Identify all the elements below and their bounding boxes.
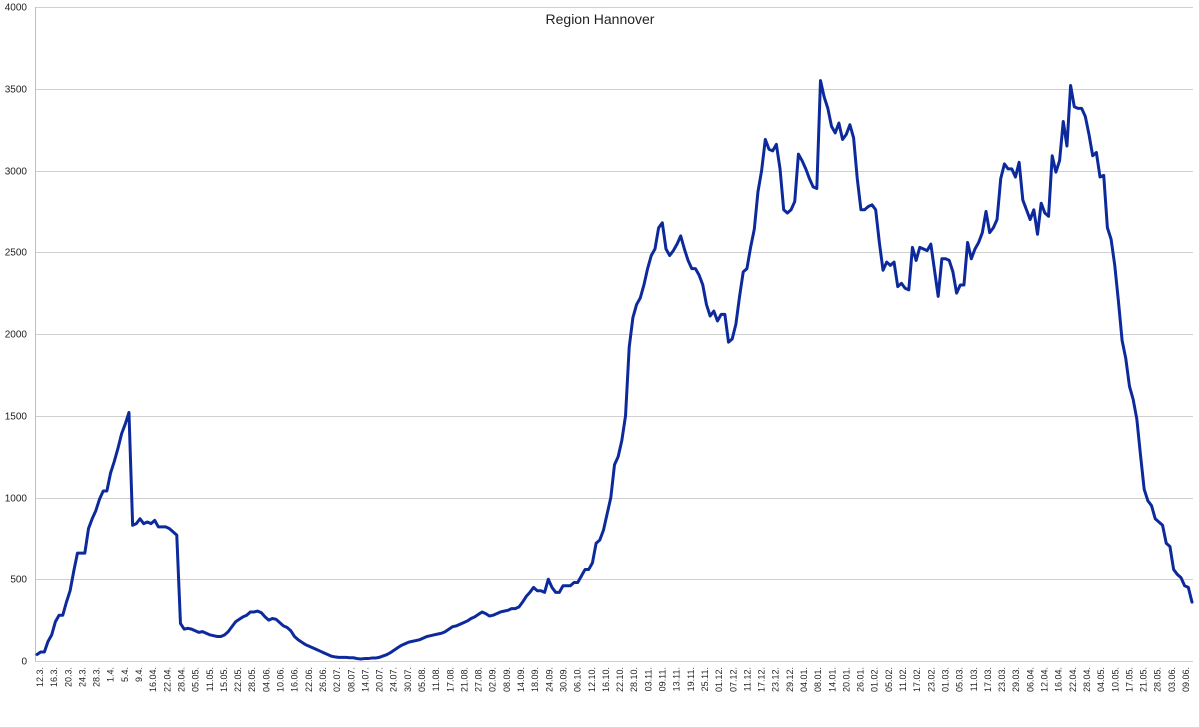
x-tick-label: 11.03.	[969, 667, 979, 691]
x-tick-label: 29.03.	[1011, 667, 1021, 692]
x-tick-label: 06.10.	[573, 667, 583, 692]
x-tick-label: 16.04.	[148, 667, 158, 692]
x-tick-label: 12.04.	[1040, 667, 1050, 692]
series-layer	[35, 79, 1194, 661]
x-tick-label: 01.12.	[714, 667, 724, 692]
x-tick-label: 04.06.	[261, 667, 271, 692]
x-tick-label: 02.07.	[332, 667, 342, 692]
x-tick-label: 1.4.	[106, 667, 116, 682]
x-tick-label: 26.01.	[856, 667, 866, 692]
x-tick-label: 30.09.	[559, 667, 569, 692]
x-tick-label: 16.04.	[1054, 667, 1064, 692]
x-tick-label: 24.3.	[77, 667, 87, 687]
x-tick-label: 15.05.	[219, 667, 229, 692]
x-tick-label: 18.09.	[530, 667, 540, 692]
x-tick-label: 17.08.	[445, 667, 455, 692]
x-tick-label: 22.05.	[233, 667, 243, 692]
x-tick-label: 16.10.	[601, 667, 611, 692]
x-tick-label: 01.03.	[941, 667, 951, 692]
x-tick-label: 13.11.	[672, 667, 682, 691]
x-tick-label: 08.01.	[813, 667, 823, 692]
x-tick-label: 11.05.	[205, 667, 215, 691]
x-tick-label: 26.06.	[318, 667, 328, 692]
y-tick-label-1500: 1500	[5, 412, 28, 423]
x-tick-label: 23.03.	[997, 667, 1007, 692]
chart-title: Region Hannover	[546, 11, 655, 27]
x-tick-label: 05.02.	[884, 667, 894, 692]
x-tick-label: 10.06.	[276, 667, 286, 692]
x-tick-label: 02.09.	[488, 667, 498, 692]
x-tick-label: 12.3.	[35, 667, 45, 687]
x-tick-label: 20.07.	[375, 667, 385, 692]
x-tick-label: 14.01.	[827, 667, 837, 692]
x-tick-label: 28.05.	[247, 667, 257, 692]
x-tick-label: 5.4.	[120, 667, 130, 682]
x-tick-label: 14.09.	[516, 667, 526, 692]
x-tick-label: 07.12.	[728, 667, 738, 692]
y-tick-label-1000: 1000	[5, 494, 28, 505]
x-tick-label: 08.09.	[502, 667, 512, 692]
x-tick-label: 14.07.	[360, 667, 370, 692]
x-tick-label: 21.05.	[1139, 667, 1149, 692]
x-tick-label: 11.02.	[898, 667, 908, 691]
x-tick-label: 28.05.	[1153, 667, 1163, 692]
y-tick-label-2000: 2000	[5, 330, 28, 341]
grid-lines	[35, 7, 1193, 662]
x-tick-label: 30.07.	[403, 667, 413, 692]
x-tick-label: 08.07.	[346, 667, 356, 692]
y-tick-label-4000: 4000	[5, 3, 28, 14]
x-tick-label: 10.05.	[1110, 667, 1120, 692]
x-tick-label: 04.05.	[1096, 667, 1106, 692]
x-tick-label: 06.04.	[1025, 667, 1035, 692]
x-tick-label: 28.04.	[1082, 667, 1092, 692]
x-tick-label: 05.03.	[955, 667, 965, 692]
x-tick-label: 17.03.	[983, 667, 993, 692]
x-tick-label: 01.02.	[870, 667, 880, 692]
x-tick-label: 05.08.	[417, 667, 427, 692]
x-tick-label: 28.04.	[177, 667, 187, 692]
x-tick-label: 19.11.	[686, 667, 696, 691]
x-tick-label: 27.08.	[474, 667, 484, 692]
x-tick-label: 28.3.	[92, 667, 102, 687]
x-tick-label: 22.10.	[615, 667, 625, 692]
y-tick-label-500: 500	[10, 575, 27, 586]
x-tick-label: 11.12.	[742, 667, 752, 691]
x-tick-label: 03.11.	[643, 667, 653, 691]
x-tick-label: 16.06.	[290, 667, 300, 692]
x-tick-label: 9.4.	[134, 667, 144, 682]
x-tick-label: 20.3.	[63, 667, 73, 687]
x-tick-label: 16.3.	[49, 667, 59, 687]
y-axis-tick-labels: 0 500 1000 1500 2000 2500 3000 3500 4000	[5, 3, 28, 668]
x-tick-label: 29.12.	[785, 667, 795, 692]
x-tick-label: 05.05.	[191, 667, 201, 692]
x-tick-label: 23.12.	[771, 667, 781, 692]
x-tick-label: 23.02.	[926, 667, 936, 692]
y-tick-label-3000: 3000	[5, 167, 28, 178]
series-line-0	[35, 79, 1194, 661]
x-tick-label: 09.11.	[658, 667, 668, 691]
x-tick-label: 22.04.	[1068, 667, 1078, 692]
x-tick-label: 25.11.	[700, 667, 710, 691]
x-tick-label: 17.05.	[1124, 667, 1134, 692]
x-axis-tick-labels: 12.3. 16.3. 20.3. 24.3. 28.3. 1.4. 5.4. 9.4. 16.…	[35, 667, 1191, 692]
x-tick-label: 09.06.	[1181, 667, 1191, 692]
x-tick-label: 03.06.	[1167, 667, 1177, 692]
x-tick-label: 04.01.	[799, 667, 809, 692]
x-tick-label: 20.01.	[841, 667, 851, 692]
x-tick-label: 22.06.	[304, 667, 314, 692]
x-tick-label: 24.09.	[544, 667, 554, 692]
x-tick-label: 12.10.	[587, 667, 597, 692]
x-tick-label: 21.08.	[459, 667, 469, 692]
x-tick-label: 11.08.	[431, 667, 441, 691]
x-tick-label: 28.10.	[629, 667, 639, 692]
x-tick-label: 17.02.	[912, 667, 922, 692]
x-tick-label: 17.12.	[757, 667, 767, 692]
y-tick-label-3500: 3500	[5, 85, 28, 96]
y-tick-label-2500: 2500	[5, 248, 28, 259]
y-tick-label-0: 0	[21, 657, 27, 668]
x-tick-label: 22.04.	[162, 667, 172, 692]
x-tick-label: 24.07.	[389, 667, 399, 692]
